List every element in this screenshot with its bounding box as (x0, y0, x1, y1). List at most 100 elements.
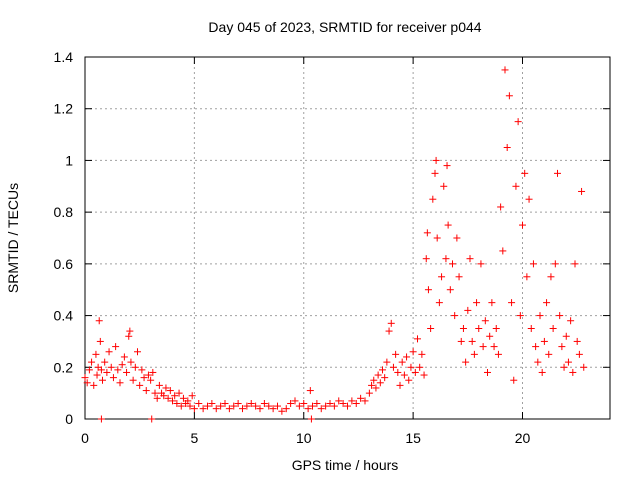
data-point (510, 376, 518, 384)
data-point (352, 399, 360, 407)
data-point (160, 392, 168, 400)
data-point (536, 312, 544, 320)
data-point (545, 350, 553, 358)
data-point (300, 399, 308, 407)
data-point (96, 337, 104, 345)
data-point (123, 368, 131, 376)
data-point (269, 405, 277, 413)
x-tick-label: 5 (190, 430, 198, 446)
data-point (549, 325, 557, 332)
data-point (83, 379, 91, 387)
data-point (499, 247, 507, 255)
data-point (368, 381, 376, 389)
data-point (256, 405, 264, 413)
data-point (190, 405, 198, 413)
data-point (575, 350, 583, 358)
data-point (120, 353, 128, 361)
data-point (556, 312, 564, 320)
data-point (484, 368, 491, 376)
data-point (560, 363, 568, 371)
data-point (173, 399, 181, 407)
data-point (326, 399, 334, 407)
y-tick-label: 1.4 (54, 49, 74, 65)
data-point (109, 374, 117, 382)
data-point (532, 343, 540, 351)
data-point (125, 332, 133, 340)
data-point (446, 286, 454, 294)
data-point (274, 402, 281, 410)
data-point (418, 350, 426, 358)
data-point (523, 273, 531, 281)
data-point (169, 397, 176, 405)
y-tick-label: 0.8 (54, 204, 74, 220)
data-point (540, 337, 548, 345)
data-point (383, 358, 391, 366)
data-point (429, 195, 437, 203)
data-point (387, 319, 395, 327)
outlier-point (97, 415, 105, 423)
data-point (534, 358, 542, 366)
data-point (407, 363, 415, 371)
data-point (177, 402, 185, 410)
data-point (265, 402, 273, 410)
data-point (151, 389, 159, 397)
data-point (365, 389, 373, 397)
data-point (547, 273, 555, 281)
data-point (134, 348, 141, 356)
data-point (195, 399, 203, 407)
data-point (580, 363, 588, 371)
data-point (420, 371, 428, 379)
data-point (129, 376, 137, 384)
data-point (234, 399, 242, 407)
data-point (138, 366, 146, 374)
data-point (149, 368, 157, 376)
data-point (558, 343, 566, 351)
data-point (370, 376, 378, 384)
data-point (529, 260, 537, 268)
data-point (175, 389, 183, 397)
data-point (477, 260, 485, 268)
data-point (90, 381, 98, 389)
data-points (81, 66, 588, 423)
data-point (335, 397, 343, 405)
data-point (525, 195, 533, 203)
data-point (435, 299, 443, 307)
data-point (116, 379, 124, 387)
y-tick-label: 1 (65, 152, 73, 168)
data-point (466, 255, 474, 263)
data-point (475, 325, 483, 332)
data-point (212, 405, 220, 413)
data-point (459, 325, 467, 332)
data-point (208, 399, 216, 407)
x-tick-label: 15 (405, 430, 421, 446)
data-point (247, 399, 255, 407)
data-point (527, 325, 535, 332)
data-point (514, 118, 522, 126)
data-point (153, 394, 161, 402)
data-point (95, 317, 103, 325)
data-point (440, 182, 448, 190)
data-point (554, 169, 561, 177)
data-point (114, 366, 122, 374)
data-point (416, 363, 424, 371)
data-point (569, 368, 577, 376)
data-point (433, 234, 441, 242)
data-point (468, 337, 476, 345)
data-point (409, 348, 417, 356)
data-point (503, 144, 511, 151)
y-tick-label: 0.2 (54, 359, 74, 375)
data-point (519, 221, 526, 229)
data-point (186, 402, 194, 410)
data-point (424, 286, 432, 294)
data-point (127, 358, 135, 366)
data-point (97, 366, 105, 374)
x-tick-label: 20 (515, 430, 531, 446)
data-point (162, 384, 170, 392)
data-point (457, 337, 465, 345)
data-point (184, 397, 192, 405)
data-point (543, 299, 551, 307)
data-point (118, 361, 126, 369)
data-point (455, 273, 463, 281)
grid-lines (85, 57, 610, 419)
